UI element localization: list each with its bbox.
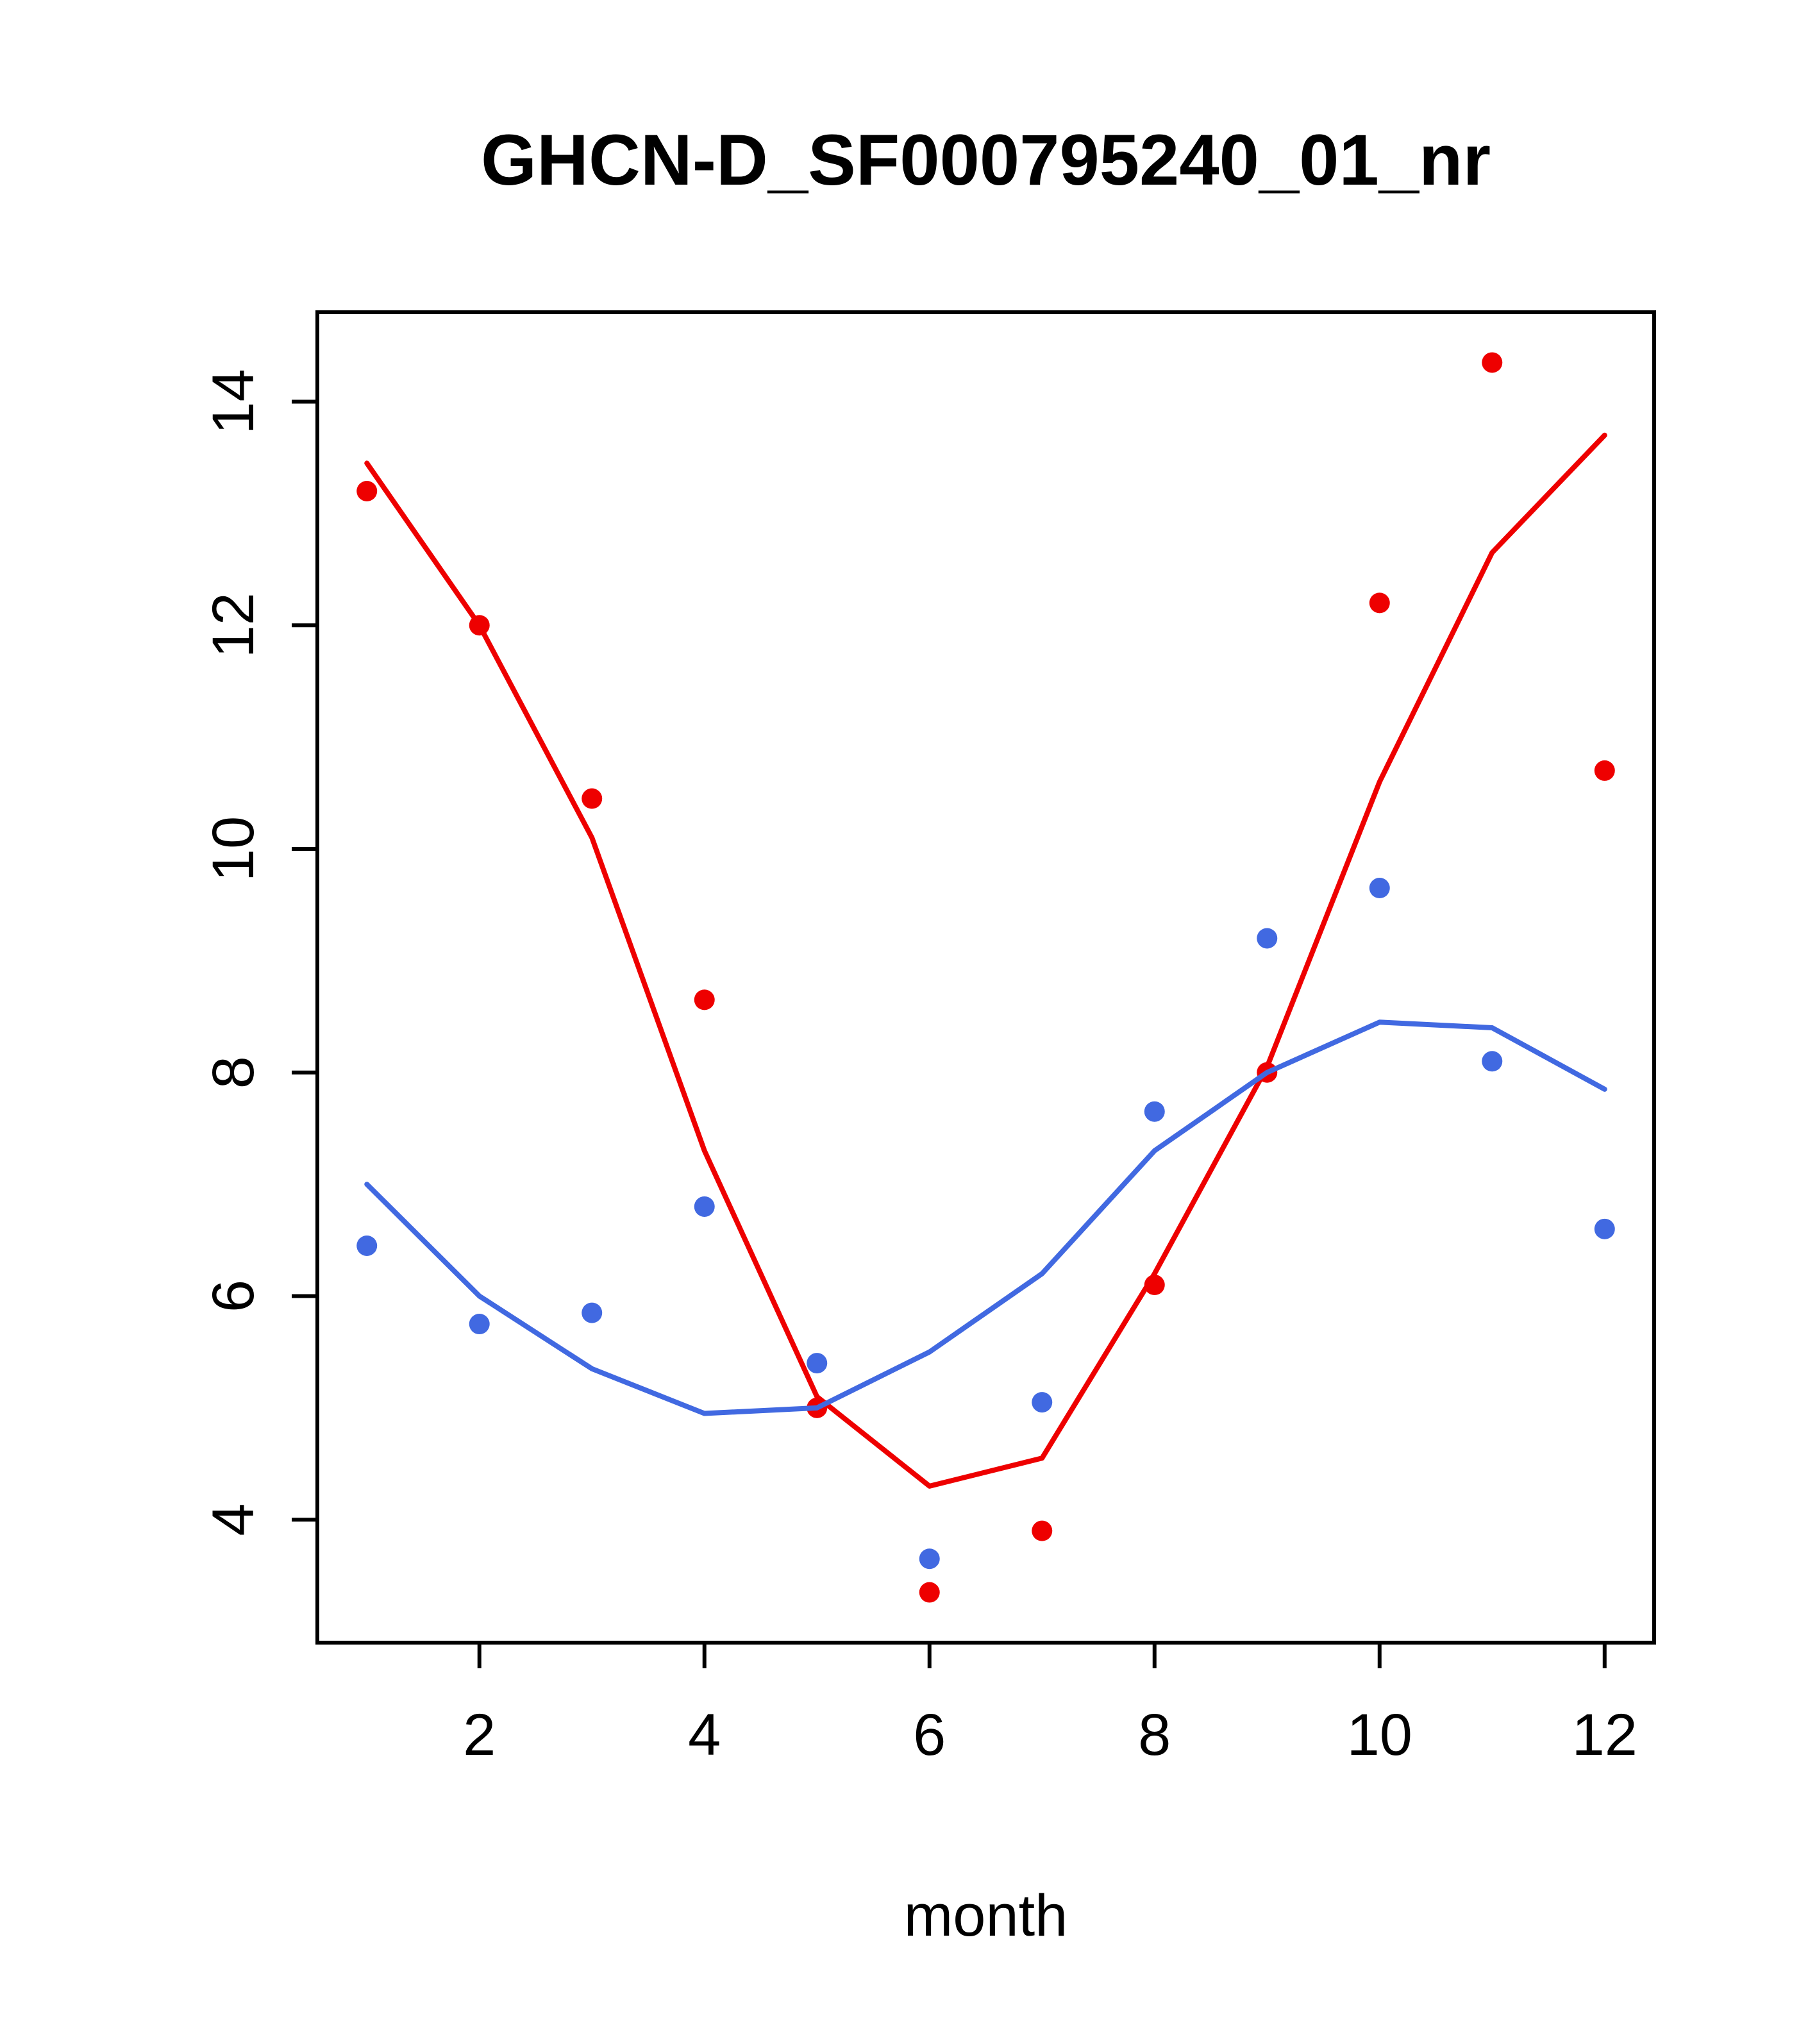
red-points-point: [694, 989, 715, 1010]
blue-points-point: [469, 1314, 490, 1335]
plot-box: [315, 310, 1656, 1645]
red-points-point: [1369, 592, 1390, 614]
y-tick-label: 8: [201, 1056, 266, 1089]
blue-points-point: [1594, 1218, 1615, 1239]
chart-title: GHCN-D_SF000795240_01_nr: [480, 120, 1491, 200]
blue-smooth-line: [364, 1019, 1607, 1416]
blue-points-point: [807, 1353, 828, 1374]
x-tick-label: 10: [1347, 1702, 1412, 1768]
blue-points-point: [1144, 1101, 1165, 1122]
red-points-point: [1594, 760, 1615, 781]
y-tick-label: 14: [201, 369, 266, 434]
blue-points-point: [694, 1196, 715, 1217]
x-tick-label: 12: [1572, 1702, 1637, 1768]
red-points-point: [1032, 1520, 1053, 1541]
x-tick-label: 4: [688, 1702, 721, 1768]
x-tick-label: 8: [1138, 1702, 1171, 1768]
blue-points-point: [582, 1302, 603, 1323]
blue-points-point: [919, 1548, 940, 1570]
x-axis-label: month: [903, 1883, 1068, 1948]
red-points-point: [582, 788, 603, 809]
red-points-point: [356, 480, 378, 501]
x-tick-label: 2: [463, 1702, 496, 1768]
blue-points-point: [1369, 878, 1390, 899]
x-tick-label: 6: [913, 1702, 946, 1768]
red-points-point: [1482, 352, 1503, 373]
y-tick-label: 6: [201, 1280, 266, 1312]
y-tick-label: 12: [201, 592, 266, 658]
red-smooth-line: [364, 432, 1607, 1489]
y-tick-label: 4: [201, 1504, 266, 1536]
blue-points-point: [1257, 928, 1278, 949]
blue-points-point: [1032, 1392, 1053, 1413]
y-tick-label: 10: [201, 816, 266, 882]
red-points-point: [919, 1582, 940, 1603]
blue-points-point: [1482, 1051, 1503, 1072]
blue-points-point: [356, 1235, 378, 1256]
